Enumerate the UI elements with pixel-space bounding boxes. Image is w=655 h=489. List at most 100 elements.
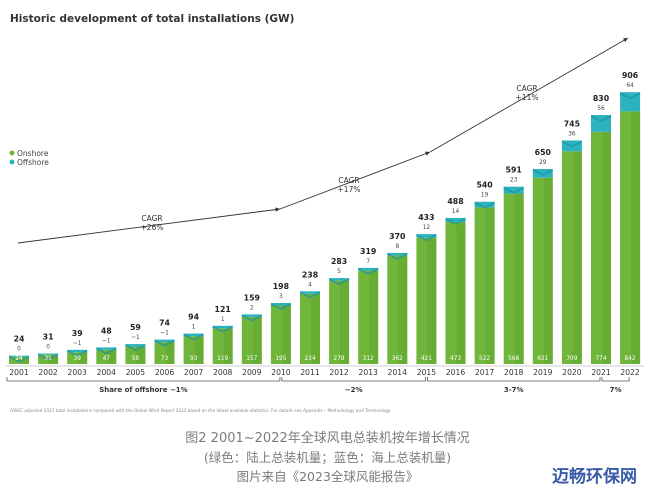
bar-onshore-shade-2018	[514, 193, 524, 364]
offshore-label-2002: 0	[46, 345, 50, 351]
x-tick-2002: 2002	[38, 368, 57, 377]
offshore-label-2009: 2	[250, 305, 254, 311]
offshore-label-2004: ~1	[102, 338, 111, 344]
bar-onshore-shade-2002	[49, 354, 59, 364]
total-label-2006: 74	[159, 319, 170, 328]
bar-offshore-2015	[416, 234, 437, 238]
offshore-share-label-3: 3-7%	[504, 386, 524, 394]
x-tick-2005: 2005	[126, 368, 145, 377]
offshore-label-2016: 14	[452, 209, 460, 215]
onshore-label-2016: 473	[450, 356, 461, 362]
total-label-2016: 488	[447, 197, 463, 206]
bar-offshore-2006	[154, 339, 175, 343]
bar-onshore-shade-2017	[485, 207, 495, 364]
onshore-label-2018: 568	[508, 356, 519, 362]
bar-onshore-shade-2013	[369, 270, 379, 364]
x-tick-2018: 2018	[504, 368, 523, 377]
bar-cap-2011	[300, 291, 320, 299]
bar-onshore-2005	[125, 346, 146, 364]
x-tick-2009: 2009	[242, 368, 261, 377]
bar-onshore-2012	[329, 280, 350, 364]
offshore-label-2015: 12	[423, 225, 431, 231]
offshore-label-2008: 1	[221, 317, 225, 323]
onshore-label-2010: 195	[275, 356, 286, 362]
bar-cap-2001	[9, 355, 29, 363]
bar-cap-2007	[183, 333, 204, 341]
bar-offshore-2010	[270, 303, 291, 306]
bar-offshore-2005	[125, 344, 146, 347]
bar-cap-2021	[591, 115, 611, 122]
legend-onshore-label: Onshore	[17, 149, 49, 158]
offshore-label-2018: 23	[510, 178, 518, 184]
chart-footnote: GWEC adjusted 2021 total installations c…	[10, 408, 391, 413]
bar-offshore-2001	[9, 355, 29, 357]
bar-cap-2012	[329, 278, 350, 286]
bar-onshore-2001	[9, 356, 29, 364]
bar-onshore-shade-2022	[631, 111, 641, 365]
bar-offshore-2019	[532, 169, 553, 178]
x-tick-2015: 2015	[417, 368, 436, 377]
bar-onshore-shade-2003	[78, 352, 88, 364]
bar-onshore-shade-2004	[107, 349, 117, 364]
bar-offshore-2009	[241, 314, 262, 317]
bar-onshore-2007	[183, 336, 204, 364]
onshore-label-2006: 73	[161, 356, 169, 362]
cagr-value-3: +11%	[516, 93, 539, 102]
cagr-label-1: CAGR	[141, 214, 162, 223]
bar-offshore-2011	[300, 291, 320, 294]
bar-cap-2016	[445, 217, 466, 225]
onshore-label-2012: 278	[334, 356, 345, 362]
cagr-label-3: CAGR	[516, 84, 537, 93]
total-label-2004: 48	[101, 326, 112, 335]
total-label-2021: 830	[593, 94, 610, 103]
offshore-label-2011: 4	[308, 282, 312, 288]
x-tick-2008: 2008	[213, 368, 232, 377]
wind-installations-chart: Historic development of total installati…	[6, 13, 645, 413]
bar-cap-2010	[270, 303, 291, 310]
total-label-2018: 591	[506, 166, 522, 175]
bar-cap-2015	[416, 234, 437, 242]
bar-onshore-2013	[358, 270, 379, 364]
bar-onshore-shade-2015	[427, 237, 437, 364]
bar-onshore-shade-2010	[281, 305, 291, 364]
bar-cap-2003	[67, 349, 88, 357]
bar-offshore-2017	[474, 201, 495, 208]
bar-cap-2009	[241, 314, 262, 322]
bar-onshore-shade-2009	[252, 316, 262, 364]
legend-onshore-marker	[9, 150, 15, 156]
total-label-2015: 433	[418, 213, 434, 222]
offshore-label-2005: ~1	[131, 335, 140, 341]
onshore-label-2011: 234	[304, 356, 315, 362]
bar-onshore-2010	[270, 305, 291, 364]
figure-source: 图片来自《2023全球风能报告》	[236, 469, 419, 484]
cagr-trend-line-1	[17, 208, 281, 244]
total-label-2022: 906	[622, 71, 638, 80]
bar-cap-2008	[212, 325, 233, 333]
bar-offshore-2016	[445, 217, 466, 223]
onshore-label-2019: 621	[537, 356, 548, 362]
onshore-label-2001: 24	[15, 356, 23, 362]
offshore-label-2003: ~1	[73, 341, 82, 347]
cagr-value-2: +17%	[338, 185, 361, 194]
onshore-label-2002: 31	[44, 356, 52, 362]
figure-caption: 图2 2001~2022年全球风电总装机按年增长情况	[185, 431, 470, 446]
bar-onshore-shade-2016	[456, 222, 466, 364]
bar-onshore-2020	[561, 151, 582, 364]
x-tick-2010: 2010	[271, 368, 290, 377]
offshore-label-2012: 5	[337, 269, 341, 275]
bar-cap-2004	[96, 347, 117, 355]
total-label-2019: 650	[535, 148, 552, 157]
bar-onshore-2014	[387, 255, 408, 364]
bar-cap-2020	[561, 140, 582, 148]
bar-onshore-shade-2019	[543, 177, 553, 364]
offshore-label-2007: 1	[192, 325, 196, 331]
offshore-label-2014: 8	[395, 244, 399, 250]
offshore-label-2017: 19	[481, 193, 489, 199]
bar-cap-2002	[38, 353, 59, 361]
onshore-label-2007: 93	[190, 356, 198, 362]
offshore-label-2001: 0	[17, 347, 21, 353]
onshore-label-2014: 362	[392, 356, 403, 362]
bar-onshore-shade-2008	[223, 328, 233, 364]
bar-onshore-2021	[591, 131, 611, 364]
